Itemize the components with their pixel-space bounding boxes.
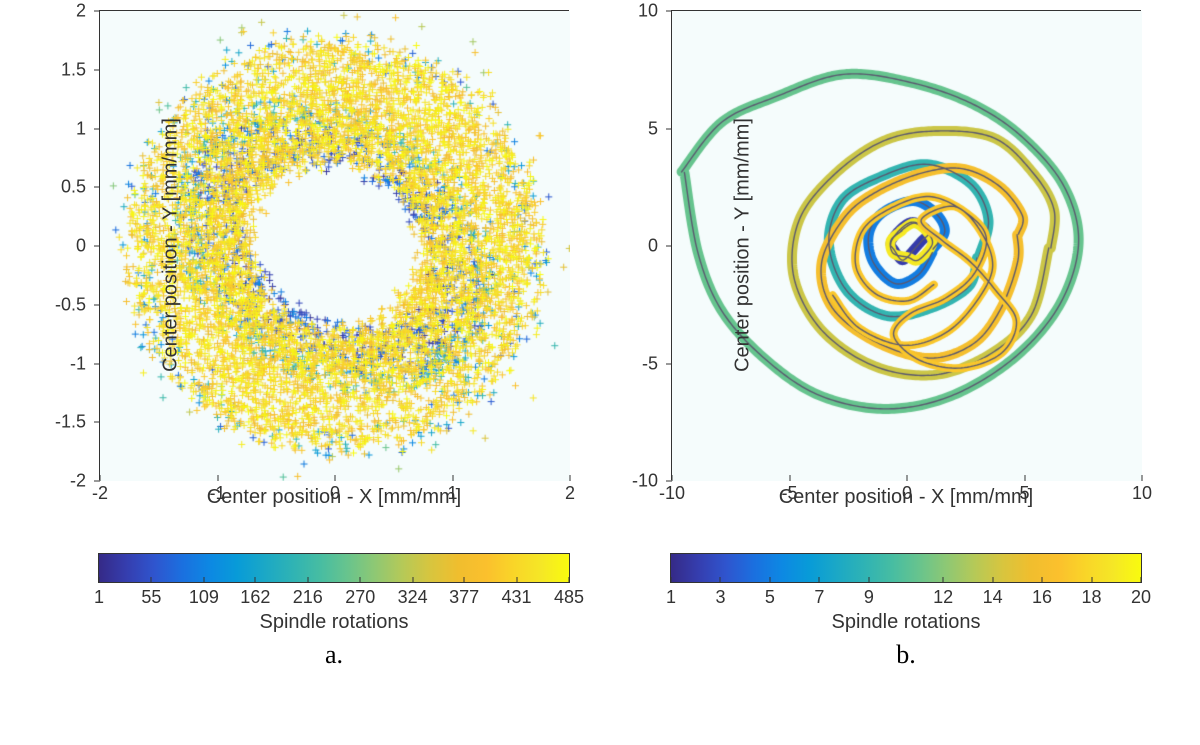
panel-b-colorbar: 135791214161820 Spindle rotations <box>670 553 1142 634</box>
panel-b-colorbar-ticks: 135791214161820 <box>671 583 1141 609</box>
panel-a-subcaption: a. <box>325 640 343 670</box>
panel-b-axes: Center position - Y [mm/mm] -10-50510 -1… <box>671 10 1141 480</box>
panel-b-subcaption: b. <box>896 640 916 670</box>
panel-a-yticks: -2-1.5-1-0.500.511.52 <box>90 11 100 479</box>
panel-a: Center position - Y [mm/mm] -2-1012 -2-1… <box>98 10 570 670</box>
panel-a-xticks: -2-1012 <box>100 481 568 505</box>
panel-a-ylabel: Center position - Y [mm/mm] <box>159 118 182 372</box>
panel-a-colorbar-gradient <box>98 553 570 583</box>
panel-a-axes: Center position - Y [mm/mm] -2-1012 -2-1… <box>99 10 569 480</box>
panel-a-colorbar: 155109162216270324377431485 Spindle rota… <box>98 553 570 634</box>
panel-b-colorbar-gradient <box>670 553 1142 583</box>
panel-b-ylabel: Center position - Y [mm/mm] <box>731 118 754 372</box>
figure: Center position - Y [mm/mm] -2-1012 -2-1… <box>0 0 1200 745</box>
panel-b-xticks: -10-50510 <box>672 481 1140 505</box>
panel-b-colorbar-label: Spindle rotations <box>832 611 981 634</box>
panel-a-colorbar-ticks: 155109162216270324377431485 <box>99 583 569 609</box>
panel-b-yticks: -10-50510 <box>662 11 672 479</box>
panel-b: Center position - Y [mm/mm] -10-50510 -1… <box>670 10 1142 670</box>
panel-a-colorbar-label: Spindle rotations <box>260 611 409 634</box>
